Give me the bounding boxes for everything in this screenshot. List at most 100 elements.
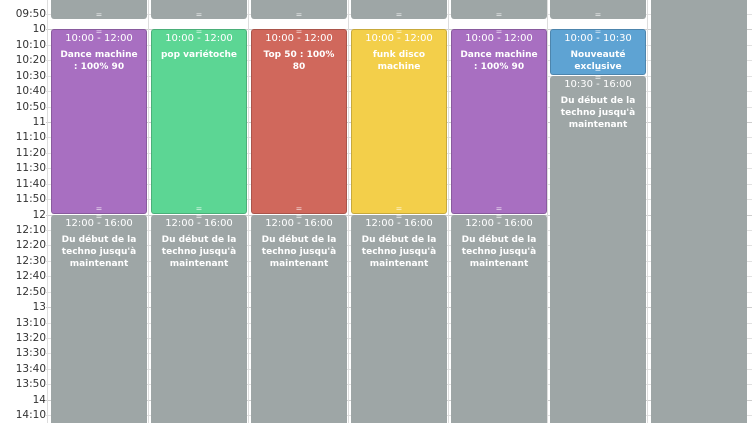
time-label: 11:10 — [15, 131, 46, 143]
time-label: 10:40 — [15, 85, 46, 97]
resize-handle[interactable]: = — [395, 10, 403, 19]
event-time: 10:30 - 16:00 — [564, 79, 632, 90]
time-label: 11 — [32, 116, 46, 128]
event-title: funk disco machine — [372, 50, 426, 72]
resize-handle[interactable]: = — [195, 10, 203, 19]
resize-handle[interactable]: = — [95, 29, 103, 36]
event-title: Du début de la techno jusqu'à maintenant — [161, 235, 237, 269]
time-label: 11:40 — [15, 178, 46, 190]
resize-handle[interactable]: = — [95, 215, 103, 221]
earlier-event[interactable]: = — [550, 0, 646, 19]
resize-handle[interactable]: = — [395, 204, 403, 213]
time-label: 13:40 — [15, 363, 46, 375]
time-label: 10:30 — [15, 70, 46, 82]
earlier-event[interactable]: = — [351, 0, 447, 19]
column-divider — [148, 0, 149, 423]
resize-handle[interactable]: = — [495, 10, 503, 19]
earlier-event[interactable]: = — [451, 0, 547, 19]
resize-handle[interactable]: = — [195, 204, 203, 213]
event-time: 10:00 - 12:00 — [265, 33, 333, 44]
resize-handle[interactable]: = — [195, 215, 203, 221]
resize-handle[interactable]: = — [295, 204, 303, 213]
column-divider — [448, 0, 449, 423]
event-title: Du début de la techno jusqu'à maintenant — [261, 235, 337, 269]
time-label: 13:50 — [15, 378, 46, 390]
event-time: 12:00 - 16:00 — [365, 218, 433, 229]
resize-handle[interactable]: = — [95, 204, 103, 213]
time-label: 10:10 — [15, 39, 46, 51]
resize-handle[interactable]: = — [395, 29, 403, 36]
event-time: 12:00 - 16:00 — [265, 218, 333, 229]
time-label: 11:20 — [15, 147, 46, 159]
resize-handle[interactable]: = — [594, 65, 602, 74]
time-label: 14 — [32, 394, 46, 406]
event-time: 12:00 - 16:00 — [65, 218, 133, 229]
event-title: Dance machine : 100% 90 — [60, 50, 138, 72]
earlier-event[interactable]: = — [251, 0, 347, 19]
event-block[interactable]: = 10:00 - 12:00 Top 50 : 100% 80 = — [251, 29, 347, 214]
column-divider — [547, 0, 548, 423]
event-title: Du début de la techno jusqu'à maintenant — [361, 235, 437, 269]
column-divider — [47, 0, 48, 423]
event-block[interactable]: = 10:00 - 12:00 funk disco machine = — [351, 29, 447, 214]
time-label: 12 — [32, 209, 46, 221]
earlier-event[interactable]: = — [151, 0, 247, 19]
event-title: Top 50 : 100% 80 — [263, 50, 335, 72]
day-column: = = 10:00 - 12:00 Top 50 : 100% 80 = = 12:00 -… — [251, 0, 347, 423]
resize-handle[interactable]: = — [495, 204, 503, 213]
resize-handle[interactable]: = — [195, 29, 203, 36]
event-time: 12:00 - 16:00 — [165, 218, 233, 229]
resize-handle[interactable]: = — [295, 10, 303, 19]
day-column: = = 10:00 - 12:00 pop variétoche = = 12:00 - 1… — [151, 0, 247, 423]
resize-handle[interactable]: = — [295, 29, 303, 36]
event-title: pop variétoche — [160, 50, 238, 60]
event-block[interactable]: = 10:00 - 12:00 pop variétoche = — [151, 29, 247, 214]
column-divider — [248, 0, 249, 423]
time-label: 13:10 — [15, 317, 46, 329]
earlier-event[interactable]: = — [51, 0, 147, 19]
time-label: 13 — [32, 301, 46, 313]
time-label: 13:30 — [15, 347, 46, 359]
resize-handle[interactable]: = — [295, 215, 303, 221]
event-time: 10:00 - 12:00 — [165, 33, 233, 44]
event-block[interactable]: = 12:00 - 16:00 Du début de la techno jusq… — [51, 215, 147, 423]
time-label: 10:50 — [15, 101, 46, 113]
day-column: = = 10:00 - 12:00 Dance machine : 100% 90 = =… — [451, 0, 547, 423]
resize-handle[interactable]: = — [594, 76, 602, 82]
time-label: 12:40 — [15, 270, 46, 282]
event-title: Du début de la techno jusqu'à maintenant — [461, 235, 537, 269]
day-column: = = 10:00 - 12:00 Dance machine : 100% 90 = =… — [51, 0, 147, 423]
time-label: 12:10 — [15, 224, 46, 236]
time-label: 12:30 — [15, 255, 46, 267]
resize-handle[interactable]: = — [95, 10, 103, 19]
event-time: 10:00 - 12:00 — [65, 33, 133, 44]
time-label: 09:50 — [15, 8, 46, 20]
resize-handle[interactable]: = — [395, 215, 403, 221]
event-title: Dance machine : 100% 90 — [460, 50, 538, 72]
event-title: Du début de la techno jusqu'à maintenant — [560, 96, 636, 130]
day-column: = = 10:00 - 12:00 funk disco machine = = 12:00… — [351, 0, 447, 423]
event-block[interactable]: = 12:00 - 16:00 Du début de la techno jusq… — [451, 215, 547, 423]
event-block[interactable]: = 12:00 - 16:00 Du début de la techno jusq… — [151, 215, 247, 423]
resize-handle[interactable]: = — [594, 10, 602, 19]
time-label: 13:20 — [15, 332, 46, 344]
time-label: 10 — [32, 23, 46, 35]
earlier-event[interactable] — [651, 0, 747, 423]
resize-handle[interactable]: = — [495, 215, 503, 221]
event-title: Nouveauté exclusive Mystyx radio — [570, 50, 626, 72]
event-time: 10:00 - 10:30 — [564, 33, 632, 44]
event-block[interactable]: = 12:00 - 16:00 Du début de la techno jusq… — [351, 215, 447, 423]
event-block[interactable]: = 10:00 - 12:00 Dance machine : 100% 90 = — [51, 29, 147, 214]
event-time: 10:00 - 12:00 — [465, 33, 533, 44]
event-block[interactable]: = 10:00 - 12:00 Dance machine : 100% 90 = — [451, 29, 547, 214]
event-block[interactable]: = 12:00 - 16:00 Du début de la techno jusq… — [251, 215, 347, 423]
event-time: 10:00 - 12:00 — [365, 33, 433, 44]
resize-handle[interactable]: = — [594, 29, 602, 36]
time-label: 12:50 — [15, 286, 46, 298]
column-divider — [348, 0, 349, 423]
event-block[interactable]: = 10:30 - 16:00 Du début de la techno jusq… — [550, 76, 646, 423]
resize-handle[interactable]: = — [495, 29, 503, 36]
